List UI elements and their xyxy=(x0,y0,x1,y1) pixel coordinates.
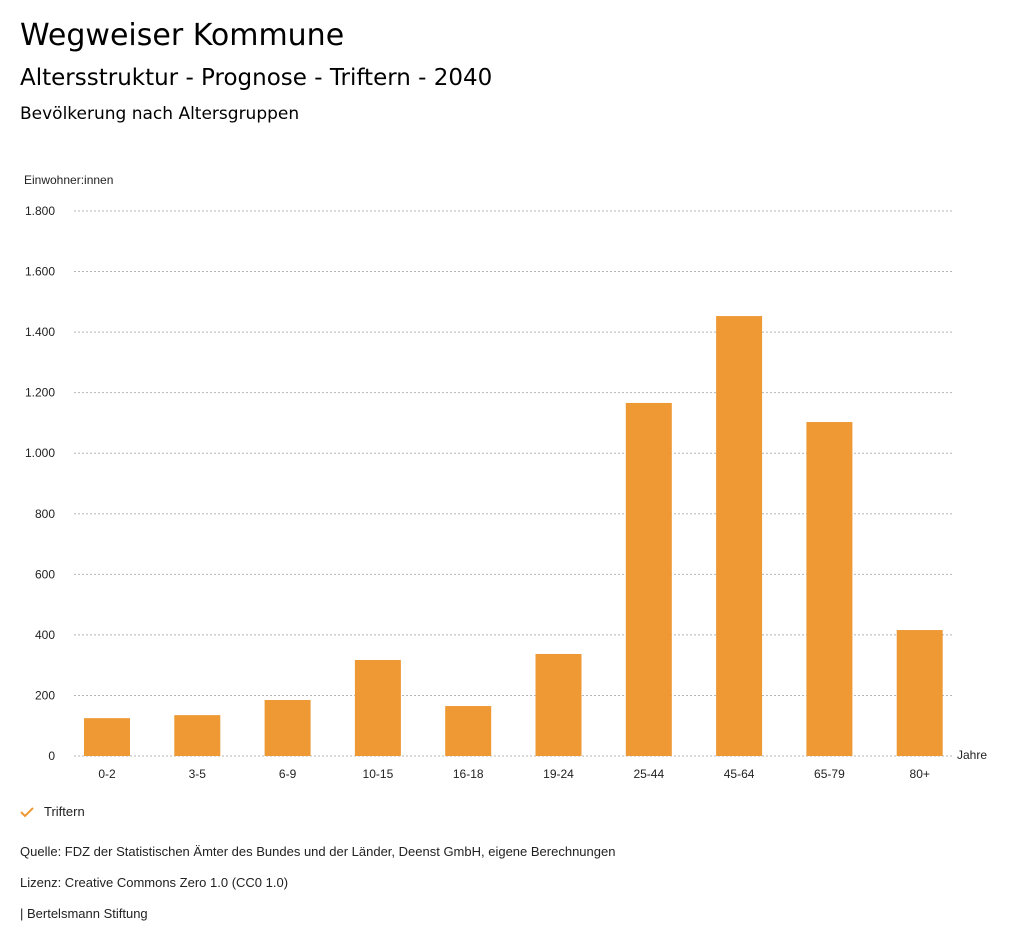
x-tick-label: 6-9 xyxy=(279,767,297,781)
publisher-note: | Bertelsmann Stiftung xyxy=(20,906,148,921)
bar-10-15[interactable] xyxy=(354,660,401,756)
x-tick-label: 0-2 xyxy=(98,767,116,781)
x-tick-label: 65-79 xyxy=(814,767,845,781)
y-tick-label: 1.000 xyxy=(25,446,55,460)
bar-3-5[interactable] xyxy=(174,715,221,756)
x-tick-label: 16-18 xyxy=(453,767,484,781)
chart-title: Bevölkerung nach Altersgruppen xyxy=(20,104,300,124)
y-tick-label: 1.600 xyxy=(25,265,55,279)
bar-0-2[interactable] xyxy=(84,718,130,756)
bar-25-44[interactable] xyxy=(625,402,672,756)
bar-16-18[interactable] xyxy=(445,706,492,756)
app-title: Wegweiser Kommune xyxy=(20,18,345,53)
bar-6-9[interactable] xyxy=(264,699,311,756)
bar-19-24[interactable] xyxy=(535,653,582,756)
x-tick-label: 25-44 xyxy=(633,767,664,781)
license-note: Lizenz: Creative Commons Zero 1.0 (CC0 1… xyxy=(20,875,289,890)
x-tick-label: 19-24 xyxy=(543,767,574,781)
y-tick-label: 400 xyxy=(35,628,55,642)
x-tick-label: 3-5 xyxy=(189,767,207,781)
y-tick-label: 1.400 xyxy=(25,325,55,339)
source-note: Quelle: FDZ der Statistischen Ämter des … xyxy=(20,844,616,859)
y-tick-label: 600 xyxy=(35,567,55,581)
y-tick-label: 1.200 xyxy=(25,386,55,400)
bar-45-64[interactable] xyxy=(716,316,763,756)
y-tick-label: 1.800 xyxy=(25,204,55,218)
legend-label: Triftern xyxy=(44,804,85,819)
y-axis-label: Einwohner:innen xyxy=(24,173,113,187)
x-axis-label: Jahre xyxy=(957,748,987,762)
legend-item-triftern[interactable]: Triftern xyxy=(20,804,85,819)
bar-65-79[interactable] xyxy=(806,422,853,756)
x-tick-label: 80+ xyxy=(910,767,930,781)
bar-80+[interactable] xyxy=(896,630,943,756)
x-tick-label: 45-64 xyxy=(724,767,755,781)
check-icon xyxy=(20,806,34,817)
y-tick-label: 800 xyxy=(35,507,55,521)
y-tick-label: 0 xyxy=(48,749,55,763)
page-subtitle: Altersstruktur - Prognose - Triftern - 2… xyxy=(20,65,493,91)
bar-chart: Einwohner:innen Jahre 0 200 400 600 800 1.000… xyxy=(24,173,987,781)
x-tick-label: 10-15 xyxy=(363,767,394,781)
y-tick-label: 200 xyxy=(35,688,55,702)
